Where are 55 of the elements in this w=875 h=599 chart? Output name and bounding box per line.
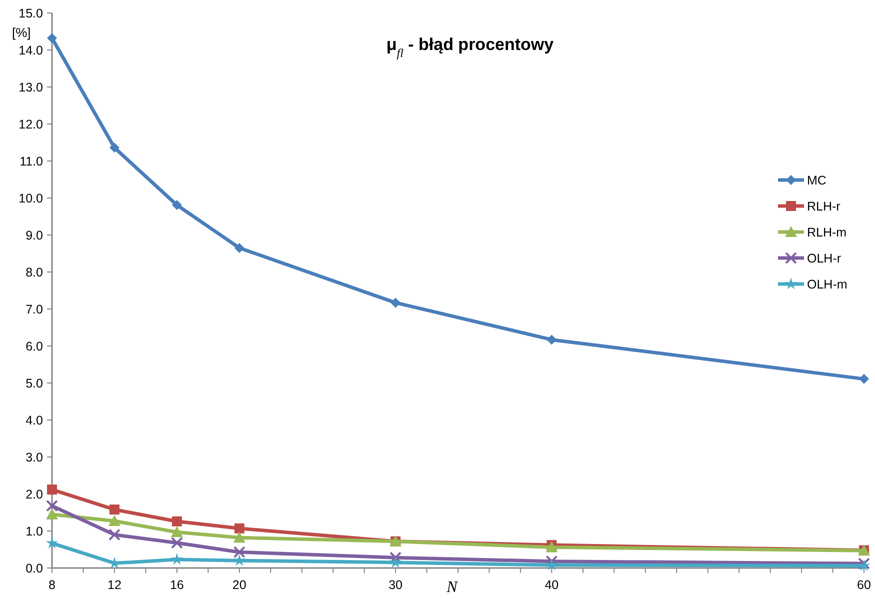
point bbox=[170, 526, 183, 538]
point bbox=[109, 142, 120, 153]
x-axis-title: N bbox=[446, 579, 459, 596]
point bbox=[46, 508, 58, 520]
point bbox=[233, 532, 246, 543]
x-tick-label: 60 bbox=[857, 578, 871, 592]
point bbox=[170, 536, 183, 549]
point bbox=[233, 554, 246, 566]
point bbox=[172, 516, 182, 526]
y-tick-label: 13.0 bbox=[18, 80, 44, 94]
y-tick-label: 15.0 bbox=[18, 6, 44, 20]
y-tick-label: 3.0 bbox=[26, 450, 44, 464]
point bbox=[234, 242, 244, 253]
point bbox=[389, 556, 402, 568]
x-tick-label: 20 bbox=[232, 578, 246, 592]
legend-label: RLH-r bbox=[807, 199, 840, 214]
legend-label: MC bbox=[807, 173, 826, 188]
y-tick-label: 11.0 bbox=[20, 154, 44, 168]
y-tick-label: 0.0 bbox=[26, 561, 44, 576]
y-tick-label: 2.0 bbox=[26, 487, 44, 502]
y-tick-label: 4.0 bbox=[26, 413, 44, 428]
y-tick-label: 10.0 bbox=[18, 191, 44, 206]
point bbox=[546, 558, 558, 570]
y-tick-label: 1.0 bbox=[26, 524, 44, 538]
x-tick-label: 12 bbox=[108, 578, 122, 592]
y-tick-label: 8.0 bbox=[26, 265, 44, 280]
y-tick-label: 7.0 bbox=[26, 302, 44, 316]
point bbox=[108, 515, 120, 526]
point bbox=[47, 33, 57, 44]
y-tick-label: 5.0 bbox=[26, 376, 44, 390]
y-tick-label: 12.0 bbox=[18, 117, 44, 132]
x-tick-label: 40 bbox=[544, 578, 559, 592]
point bbox=[47, 484, 57, 495]
x-tick-label: 30 bbox=[388, 578, 403, 592]
point bbox=[46, 536, 58, 548]
point bbox=[546, 334, 557, 345]
point bbox=[108, 528, 120, 541]
text: μ$_{fl}$ - błąd procentowy bbox=[386, 35, 554, 60]
point bbox=[859, 374, 869, 384]
point bbox=[172, 200, 182, 210]
point bbox=[390, 298, 401, 308]
y-tick-label: 6.0 bbox=[26, 339, 44, 354]
legend-label: OLH-m bbox=[807, 277, 848, 292]
point bbox=[46, 500, 58, 512]
point bbox=[234, 523, 244, 534]
point bbox=[233, 546, 246, 558]
y-tick-label: 9.0 bbox=[26, 228, 44, 242]
point bbox=[109, 504, 120, 515]
y-axis-title: [%] bbox=[12, 25, 31, 40]
legend-label: RLH-m bbox=[807, 225, 847, 240]
x-tick-label: 8 bbox=[48, 578, 56, 592]
x-tick-label: 16 bbox=[170, 578, 184, 592]
legend-label: OLH-r bbox=[807, 251, 842, 266]
point bbox=[170, 552, 184, 565]
y-tick-label: 14.0 bbox=[18, 43, 44, 58]
